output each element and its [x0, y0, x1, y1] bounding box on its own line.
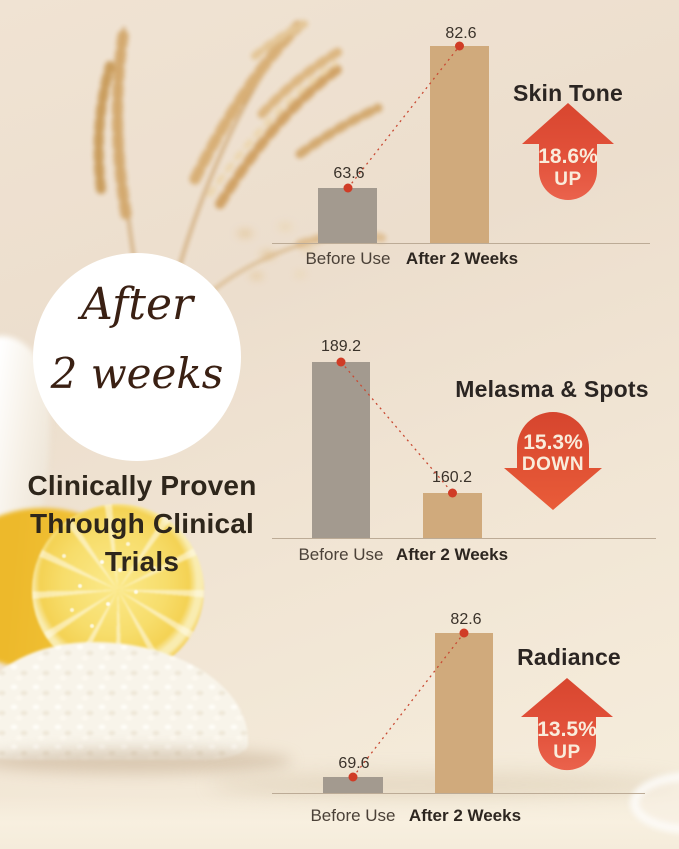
chart-title: Radiance: [517, 644, 621, 670]
value-label-before: 189.2: [320, 338, 362, 355]
category-after-2-weeks: After 2 Weeks: [395, 545, 509, 564]
change-percent: 18.6%: [538, 145, 598, 168]
badge-line2: 2 weeks: [50, 349, 224, 398]
change-badge: 18.6% UP: [522, 103, 614, 203]
change-direction: DOWN: [521, 454, 585, 475]
value-label-after: 82.6: [450, 611, 482, 628]
rice-pile-photo: [0, 642, 248, 760]
axis-baseline: [272, 793, 645, 794]
value-label-after: 160.2: [431, 469, 473, 486]
value-label-before: 69.6: [338, 755, 370, 772]
axis-baseline: [272, 538, 656, 539]
chart-title: Melasma & Spots: [455, 376, 649, 402]
table-surface: [0, 796, 679, 849]
category-before-use: Before Use: [310, 806, 396, 825]
change-percent: 13.5%: [537, 718, 597, 741]
category-after-2-weeks: After 2 Weeks: [408, 806, 522, 825]
chart-melasma-spots: Melasma & Spots 189.2 160.2 Before Use A…: [272, 335, 664, 580]
arrow-down-icon: [504, 412, 602, 510]
bar-after-2-weeks: [423, 493, 482, 538]
caption-line1: Clinically Proven: [27, 470, 257, 501]
category-before-use: Before Use: [305, 249, 391, 268]
caption-line2: Through Clinical: [29, 508, 255, 539]
category-before-use: Before Use: [298, 545, 384, 564]
axis-baseline: [272, 243, 650, 244]
wheat-stalks-photo: [93, 20, 387, 354]
arrow-up-icon: [521, 678, 613, 771]
bar-before-use: [312, 362, 370, 538]
lemon-pulp-highlights: [100, 560, 104, 564]
change-badge: 15.3% DOWN: [504, 412, 602, 510]
badge-line1: After: [80, 279, 194, 330]
bar-before-use: [318, 188, 377, 243]
bar-after-2-weeks: [430, 46, 489, 243]
value-label-before: 63.6: [333, 165, 365, 182]
bar-before-use: [323, 777, 383, 793]
bar-after-2-weeks: [435, 633, 493, 793]
rice-shadow: [0, 748, 292, 774]
change-direction: UP: [553, 742, 581, 763]
arrow-up-icon: [522, 103, 614, 200]
change-direction: UP: [554, 169, 582, 190]
chart-skin-tone: Skin Tone 63.6 82.6 Before Use After 2 W…: [272, 18, 664, 280]
chart-title: Skin Tone: [513, 80, 623, 106]
change-badge: 13.5% UP: [521, 678, 613, 773]
chart-radiance: Radiance 69.6 82.6 Before Use After 2 We…: [272, 600, 664, 840]
clinically-proven-caption: Clinically Proven Through Clinical Trial…: [10, 467, 274, 581]
value-label-after: 82.6: [445, 25, 477, 42]
caption-line3: Trials: [104, 546, 180, 577]
change-percent: 15.3%: [523, 431, 583, 454]
after-2-weeks-badge: After 2 weeks: [33, 253, 241, 461]
category-after-2-weeks: After 2 Weeks: [405, 249, 519, 268]
